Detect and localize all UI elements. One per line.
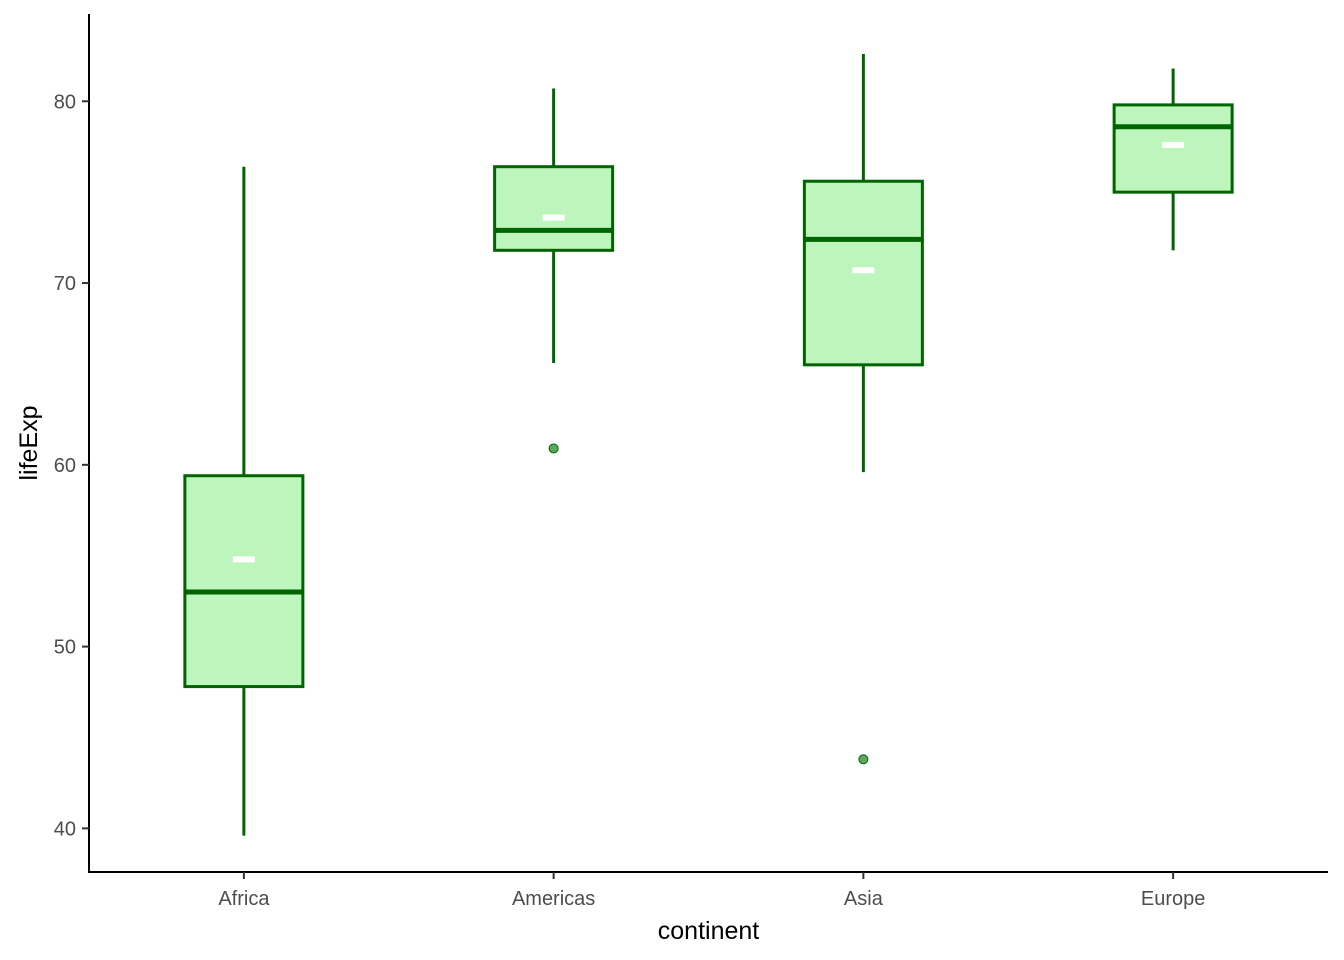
y-axis-title: lifeExp [15,405,43,480]
x-tick-label: Africa [218,888,270,910]
outlier-point [858,754,869,765]
y-tick-label: 40 [54,818,76,840]
y-tick-label: 80 [54,91,76,113]
y-axis-ticks: 40 50 60 70 80 [54,91,89,840]
box-europe [1112,68,1234,251]
outlier-point [548,443,559,454]
iqr-box [493,165,615,252]
plot-area [183,53,1234,836]
iqr-box [1112,103,1234,194]
x-tick-label: Asia [844,888,884,910]
x-axis-title: continent [658,917,760,945]
box-americas [493,88,615,454]
y-tick-label: 60 [54,455,76,477]
y-tick-label: 50 [54,637,76,659]
x-tick-label: Americas [512,888,595,910]
x-axis-ticks: Africa Americas Asia Europe [218,872,1205,910]
y-tick-label: 70 [54,273,76,295]
x-tick-label: Europe [1141,888,1206,910]
box-asia [802,53,924,765]
box-africa [183,166,305,836]
iqr-box [183,474,305,689]
